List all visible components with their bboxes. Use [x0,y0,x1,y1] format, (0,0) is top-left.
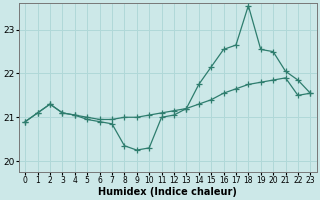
X-axis label: Humidex (Indice chaleur): Humidex (Indice chaleur) [98,187,237,197]
